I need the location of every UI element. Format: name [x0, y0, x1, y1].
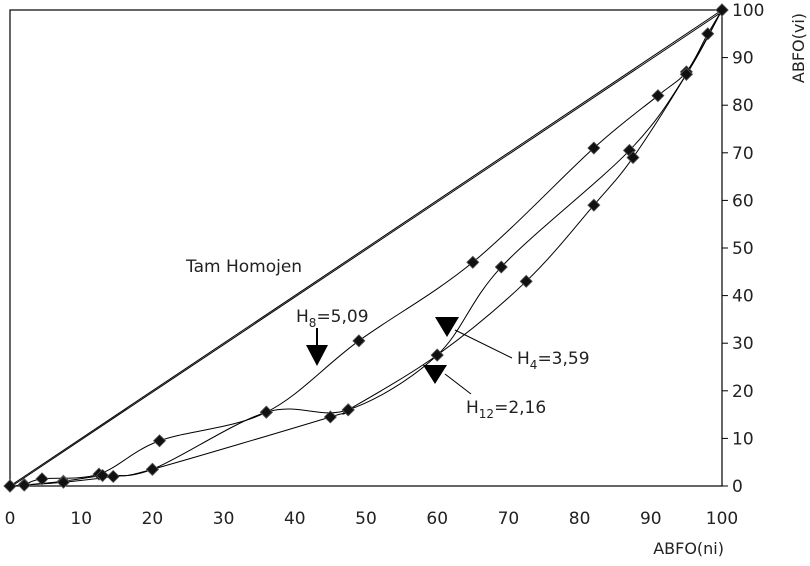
series-3-point — [107, 470, 119, 482]
arrow-h12-line — [445, 374, 471, 394]
label-tam-homojen: Tam Homojen — [185, 257, 302, 277]
label-h12-main: H — [466, 398, 479, 418]
label-h4-rest: =3,59 — [537, 349, 589, 369]
y-tick-label: 70 — [732, 144, 754, 164]
label-h8-sub: 8 — [309, 316, 317, 330]
arrow-h12-head — [423, 365, 447, 384]
x-tick-label: 10 — [70, 509, 92, 529]
label-h4: H4=3,59 — [517, 349, 590, 372]
x-tick-label: 80 — [569, 509, 591, 529]
y-tick-label: 30 — [732, 334, 754, 354]
arrow-h4-line — [455, 330, 512, 358]
y-tick-label: 60 — [732, 191, 754, 211]
y-axis-title: ABFO(vi) — [789, 13, 808, 83]
y-tick-label: 50 — [732, 239, 754, 259]
x-tick-label: 60 — [426, 509, 448, 529]
x-tick-label: 100 — [706, 509, 738, 529]
label-h8-rest: =5,09 — [316, 307, 368, 327]
label-h4-main: H — [517, 349, 530, 369]
y-tick-label: 40 — [732, 287, 754, 307]
series-0-line-double — [12, 12, 723, 487]
series-2-point — [260, 406, 272, 418]
y-tick-label: 20 — [732, 382, 754, 402]
series-1-point — [467, 256, 479, 268]
x-tick-label: 40 — [284, 509, 306, 529]
series-3-point — [4, 480, 16, 492]
series-1-point — [353, 335, 365, 347]
x-tick-label: 30 — [213, 509, 235, 529]
series-1-point — [652, 90, 664, 102]
label-h12-rest: =2,16 — [494, 398, 546, 418]
series-3-point — [146, 463, 158, 475]
label-h12-sub: 12 — [479, 407, 494, 421]
x-tick-label: 50 — [355, 509, 377, 529]
x-tick-label: 90 — [640, 509, 662, 529]
y-tick-label: 10 — [732, 429, 754, 449]
label-h12: H12=2,16 — [466, 398, 546, 421]
x-tick-label: 70 — [498, 509, 520, 529]
series-0-line — [10, 10, 722, 486]
ticks-layer: 0 10 20 30 40 50 60 70 80 90 100 0 10 20 30 40 50 60 70 80 9… — [5, 1, 765, 529]
series-1-point — [154, 435, 166, 447]
y-tick-label: 100 — [732, 1, 764, 21]
arrow-h8-head — [306, 345, 328, 366]
label-h4-sub: 4 — [530, 358, 538, 372]
label-h8: H8=5,09 — [296, 307, 369, 330]
y-tick-label: 80 — [732, 96, 754, 116]
x-tick-label: 20 — [142, 509, 164, 529]
lines-layer — [10, 10, 723, 486]
x-axis-title: ABFO(ni) — [653, 539, 724, 558]
label-h8-main: H — [296, 307, 309, 327]
x-tick-label: 0 — [5, 509, 16, 529]
y-tick-label: 90 — [732, 49, 754, 69]
y-tick-label: 0 — [732, 477, 743, 497]
